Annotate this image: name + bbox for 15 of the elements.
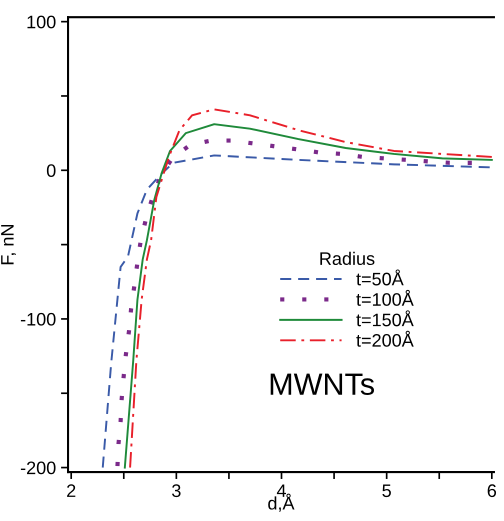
legend-label: t=200Å	[356, 330, 414, 347]
legend-label: t=100Å	[356, 290, 414, 306]
legend-label: t=50Å	[356, 269, 404, 286]
legend-label: t=150Å	[356, 310, 414, 326]
y-tick-label: 0	[46, 164, 56, 178]
annotation: MWNTs	[270, 374, 374, 396]
x-tick-label: 5	[382, 484, 391, 498]
x-tick-label: 3	[172, 484, 181, 498]
legend-title: Radius	[320, 252, 374, 266]
x-tick-label: 2	[67, 484, 76, 497]
y-tick-label: -200	[20, 462, 56, 474]
y-tick-label: -100	[20, 312, 56, 326]
y-axis-title: F, nN	[1, 225, 16, 264]
x-tick-label: 6	[488, 484, 496, 498]
y-tick-label: 100	[27, 16, 56, 28]
